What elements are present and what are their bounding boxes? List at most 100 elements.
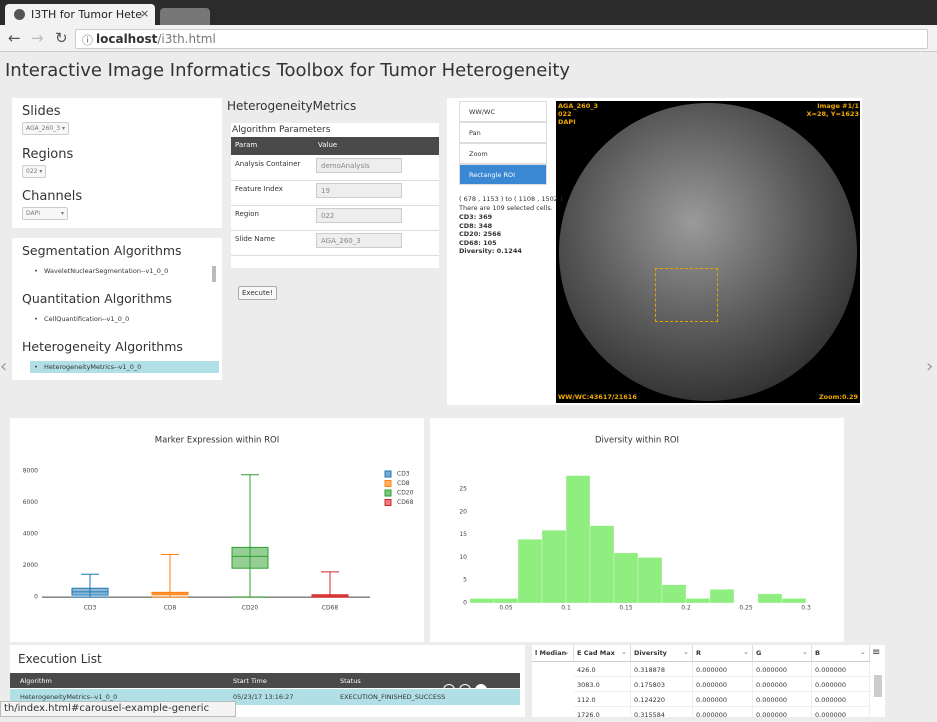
algorithm-item[interactable]: WaveletNuclearSegmentation--v1_0_0 xyxy=(30,265,219,277)
grid-cell: 112.0 xyxy=(574,692,631,707)
bar xyxy=(517,539,543,604)
legend-label: CD68 xyxy=(397,499,414,506)
scrollbar[interactable] xyxy=(874,675,882,697)
param-input[interactable]: AGA_260_3 xyxy=(316,233,402,248)
x-tick-label: 0.15 xyxy=(619,605,633,612)
row-divider xyxy=(231,230,439,231)
tissue-image xyxy=(559,103,857,401)
tool-button[interactable]: Pan xyxy=(459,122,547,143)
grid-header[interactable]: Diversity xyxy=(631,645,693,662)
x-tick-label: 0.05 xyxy=(499,605,513,612)
y-tick-label: 5 xyxy=(463,577,467,584)
legend-label: CD8 xyxy=(397,480,410,487)
tool-button[interactable]: WW/WC xyxy=(459,101,547,122)
tool-button[interactable]: Rectangle ROI xyxy=(459,164,547,185)
tab-close[interactable]: × xyxy=(140,7,150,20)
y-tick-label: 6000 xyxy=(23,499,38,506)
row-divider xyxy=(231,205,439,206)
sort-icon[interactable]: ⌄ xyxy=(743,648,749,656)
box-title: Algorithm Parameters xyxy=(232,125,331,135)
algorithm-item[interactable]: CellQuantification--v1_0_0 xyxy=(30,313,219,325)
tab[interactable] xyxy=(5,4,155,25)
group-title: Heterogeneity Algorithms xyxy=(22,339,183,354)
info-icon[interactable]: ⓘ xyxy=(82,34,93,47)
y-tick-label: 25 xyxy=(459,486,467,493)
channel-select[interactable]: DAPI ▾ xyxy=(22,207,68,220)
param-input[interactable]: demoAnalysis xyxy=(316,158,402,173)
grid-header[interactable]: R xyxy=(693,645,753,662)
y-tick-label: 2000 xyxy=(23,562,38,569)
reload-button[interactable]: ↻ xyxy=(55,29,68,47)
grid-cell: 0.000000 xyxy=(812,662,870,677)
url-path: /i3th.html xyxy=(157,32,216,46)
column-header: Param xyxy=(235,141,258,149)
new-tab[interactable] xyxy=(160,8,210,25)
forward-button[interactable]: → xyxy=(31,29,44,47)
grid-cell: 0.000000 xyxy=(753,692,812,707)
grid-cell: 0.000000 xyxy=(693,677,753,692)
grid-header[interactable]: l Median xyxy=(532,645,574,662)
selector-panel xyxy=(12,98,222,228)
cell: EXECUTION_FINISHED_SUCCESS xyxy=(340,693,446,701)
grid-cell: 0.175803 xyxy=(631,677,693,692)
legend-swatch xyxy=(384,499,392,506)
chart-panel xyxy=(430,418,844,642)
slide-select[interactable]: AGA_260_3 ▾ xyxy=(22,122,69,135)
cell-count: There are 109 selected cells. xyxy=(459,204,553,212)
bar xyxy=(661,584,687,604)
algorithm-item[interactable]: HeterogeneityMetrics--v1_0_0 xyxy=(30,361,219,373)
grid-cell: 0.124220 xyxy=(631,692,693,707)
column-header: Start Time xyxy=(233,677,267,685)
bar xyxy=(685,598,711,604)
tool-button[interactable]: Zoom xyxy=(459,143,547,164)
grid-header[interactable]: G xyxy=(753,645,812,662)
grid-cell: 0.000000 xyxy=(812,692,870,707)
column-header: Value xyxy=(318,141,338,149)
value: DAPI xyxy=(26,210,41,217)
sort-icon[interactable]: ⌄ xyxy=(621,648,627,656)
x-tick-label: 0.2 xyxy=(681,605,691,612)
legend-label: CD3 xyxy=(397,471,410,478)
cell: 05/23/17 13:16:27 xyxy=(233,693,294,701)
stat: CD3: 369 xyxy=(459,213,493,221)
param-name: Feature Index xyxy=(235,185,283,193)
back-button[interactable]: ← xyxy=(8,29,21,47)
param-input[interactable]: 19 xyxy=(316,183,402,198)
algorithm-panel xyxy=(12,238,222,380)
grid-cell: 0.315584 xyxy=(631,707,693,722)
param-input[interactable]: 022 xyxy=(316,208,402,223)
grid-cell: 0.000000 xyxy=(812,677,870,692)
grid-header[interactable]: E Cad Max xyxy=(574,645,631,662)
grid-cell: 0.318878 xyxy=(631,662,693,677)
carousel-next[interactable]: › xyxy=(926,356,934,377)
sort-icon[interactable]: ⌄ xyxy=(564,648,570,656)
execute-button[interactable]: Execute! xyxy=(238,286,277,300)
stat: CD20: 2566 xyxy=(459,230,502,238)
y-tick-label: 20 xyxy=(459,508,467,515)
sort-icon[interactable]: ⌄ xyxy=(683,648,689,656)
url-field[interactable] xyxy=(75,29,928,49)
overlay-text: AGA_260_3 xyxy=(558,102,598,110)
roi-rectangle[interactable] xyxy=(655,268,718,322)
sort-icon[interactable]: ⌄ xyxy=(860,648,866,656)
grid-header[interactable]: B xyxy=(812,645,870,662)
sort-icon[interactable]: ⌄ xyxy=(802,648,808,656)
image-viewer[interactable] xyxy=(556,101,860,403)
grid-cell: 0.000000 xyxy=(753,677,812,692)
y-tick-label: 15 xyxy=(459,531,467,538)
grid-menu[interactable]: ≡ xyxy=(872,647,881,658)
param-name: Slide Name xyxy=(235,235,275,243)
data-grid xyxy=(532,645,885,717)
overlay-text: 022 xyxy=(558,110,572,118)
x-tick-label: CD8 xyxy=(164,605,177,612)
stat: CD8: 348 xyxy=(459,221,493,230)
carousel-prev[interactable]: ‹ xyxy=(0,356,8,377)
url: localhost/i3th.html xyxy=(96,32,216,46)
x-tick-label: 0.3 xyxy=(801,605,811,612)
x-tick-label: CD3 xyxy=(84,605,97,612)
region-select[interactable]: 022 ▾ xyxy=(22,165,47,178)
bar xyxy=(565,475,591,604)
bar xyxy=(493,598,519,604)
section-title: HeterogeneityMetrics xyxy=(227,99,357,113)
